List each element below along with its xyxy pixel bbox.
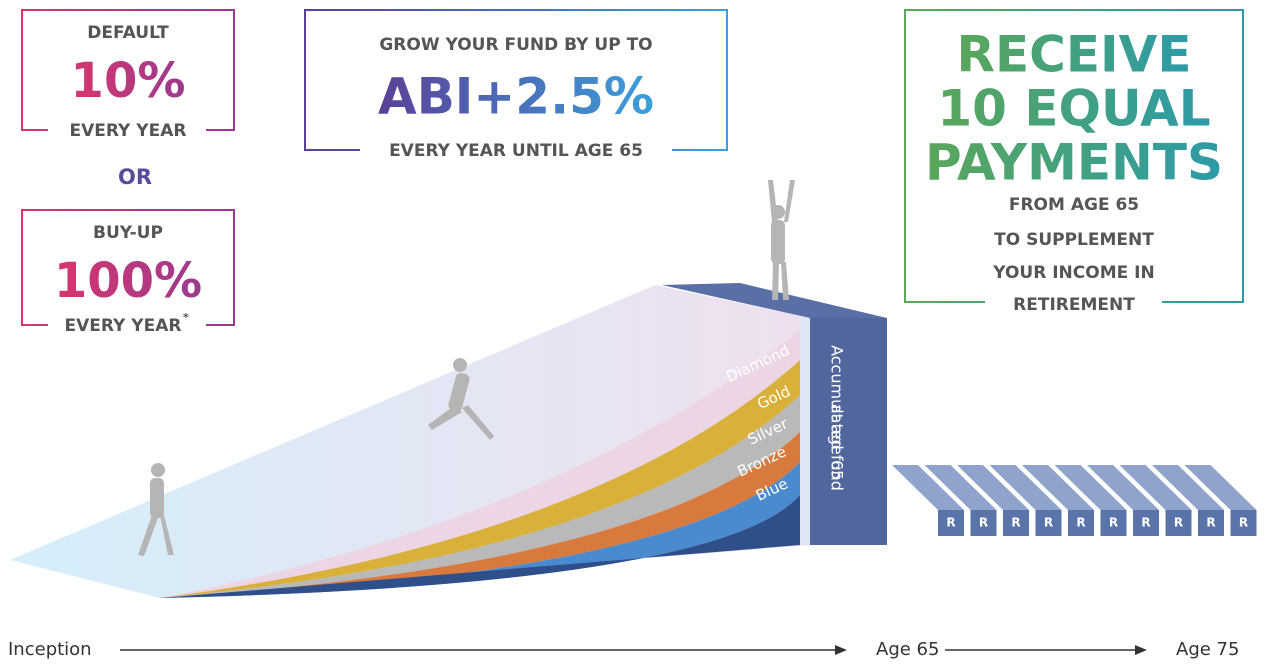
arrow	[835, 645, 847, 655]
box-top: BUY-UP	[93, 223, 163, 243]
timeline-label: Inception	[8, 639, 92, 660]
box-top: DEFAULT	[87, 23, 169, 43]
box-bottom: EVERY YEAR	[70, 121, 187, 141]
payment-label: R	[1076, 516, 1085, 530]
payment-label: R	[1141, 516, 1150, 530]
payment-label: R	[979, 516, 988, 530]
payment-label: R	[1109, 516, 1118, 530]
box-big: 100%	[54, 253, 202, 309]
timeline-label: Age 65	[876, 639, 939, 660]
box-big: 10%	[71, 53, 186, 109]
payment-label: R	[1174, 516, 1183, 530]
box-line: RETIREMENT	[1013, 295, 1135, 315]
box-big: PAYMENTS	[925, 134, 1223, 192]
box-big: ABI+2.5%	[378, 68, 654, 126]
box-line: YOUR INCOME IN	[992, 263, 1154, 283]
arrow	[1135, 645, 1147, 655]
box-big: RECEIVE	[957, 26, 1192, 84]
box-big: 10 EQUAL	[937, 80, 1210, 138]
box-top: GROW YOUR FUND BY UP TO	[379, 35, 652, 55]
block-side	[800, 318, 810, 545]
payment-label: R	[1239, 516, 1248, 530]
or-label: OR	[118, 165, 152, 189]
box-bottom: EVERY YEAR	[65, 316, 182, 336]
footnote-mark: *	[183, 311, 189, 324]
fund-text: at age 65	[828, 404, 847, 480]
payment-label: R	[1206, 516, 1215, 530]
box-line: FROM AGE 65	[1009, 195, 1139, 215]
payment-label: R	[946, 516, 955, 530]
payment-label: R	[1011, 516, 1020, 530]
box-bottom: EVERY YEAR UNTIL AGE 65	[389, 141, 643, 161]
box-line: TO SUPPLEMENT	[994, 230, 1154, 250]
payment-label: R	[1044, 516, 1053, 530]
infographic: DEFAULT 10% EVERY YEAR OR BUY-UP 100% EV…	[0, 0, 1274, 664]
block-shade	[810, 318, 887, 545]
timeline-label: Age 75	[1176, 639, 1239, 660]
